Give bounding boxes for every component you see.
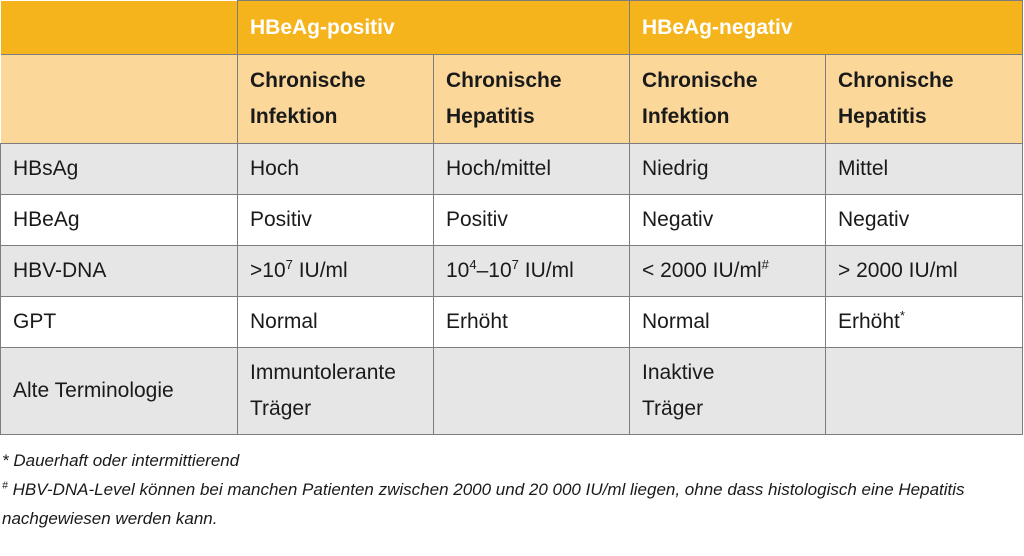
table-cell: Hoch/mittel — [433, 143, 630, 195]
corner-cell — [0, 0, 238, 55]
row-label: HBeAg — [0, 194, 238, 246]
footnotes: * Dauerhaft oder intermittierend # HBV-D… — [2, 446, 1020, 533]
exponent: 4 — [469, 257, 477, 272]
group-header-row: HBeAg-positiv HBeAg-negativ — [0, 0, 1023, 55]
table-cell: Mittel — [825, 143, 1023, 195]
table-cell: Positiv — [237, 194, 434, 246]
subheader-line: Chronische — [838, 69, 954, 92]
footnote-mark: * — [899, 308, 905, 323]
table-row-old-terminology: Alte Terminologie Immuntolerante Träger I… — [0, 347, 1023, 435]
table-cell: < 2000 IU/ml# — [629, 245, 826, 297]
row-label: HBV-DNA — [0, 245, 238, 297]
table-cell: Erhöht — [433, 296, 630, 348]
group-header-hbeag-negative: HBeAg-negativ — [629, 0, 1023, 55]
sub-header-row: Chronische Infektion Chronische Hepatitis … — [0, 54, 1023, 144]
row-label: GPT — [0, 296, 238, 348]
cell-text: > 2000 IU/ml — [838, 259, 958, 282]
cell-text: < 2000 IU/ml — [642, 259, 762, 282]
cell-text: Immuntolerante — [250, 361, 396, 384]
table-cell: Hoch — [237, 143, 434, 195]
cell-text: Inaktive — [642, 361, 715, 384]
table-cell: Normal — [237, 296, 434, 348]
cell-text: Träger — [642, 397, 704, 420]
footnote-mark: # — [2, 479, 8, 492]
row-label: Alte Terminologie — [0, 347, 238, 435]
cell-text: IU/ml — [292, 259, 348, 282]
subheader-chronic-hepatitis-positive: Chronische Hepatitis — [433, 54, 630, 144]
table-cell: Negativ — [825, 194, 1023, 246]
cell-text: >10 — [250, 259, 286, 282]
subheader-line: Infektion — [642, 105, 730, 128]
table-cell: 104–107 IU/ml — [433, 245, 630, 297]
subheader-line: Chronische — [250, 69, 366, 92]
cell-text: Erhöht — [838, 310, 900, 333]
subheader-chronic-infection-negative: Chronische Infektion — [629, 54, 826, 144]
table-cell — [825, 347, 1023, 435]
cell-text: –10 — [476, 259, 512, 282]
subheader-line: Chronische — [642, 69, 758, 92]
table-cell: Immuntolerante Träger — [237, 347, 434, 435]
hbv-phases-table: HBeAg-positiv HBeAg-negativ Chronische In… — [0, 0, 1023, 435]
subheader-line: Hepatitis — [446, 105, 535, 128]
table-row-gpt: GPT Normal Erhöht Normal Erhöht* — [0, 296, 1023, 348]
cell-text: Träger — [250, 397, 312, 420]
subheader-line: Hepatitis — [838, 105, 927, 128]
subheader-chronic-hepatitis-negative: Chronische Hepatitis — [825, 54, 1023, 144]
table-cell: Positiv — [433, 194, 630, 246]
exponent: 7 — [511, 257, 519, 272]
subheader-line: Chronische — [446, 69, 562, 92]
table-row-hbsag: HBsAg Hoch Hoch/mittel Niedrig Mittel — [0, 143, 1023, 195]
row-label: HBsAg — [0, 143, 238, 195]
cell-text: IU/ml — [518, 259, 574, 282]
table-cell: Negativ — [629, 194, 826, 246]
footnote-mark: # — [761, 257, 769, 272]
table-cell: > 2000 IU/ml — [825, 245, 1023, 297]
table-cell: Erhöht* — [825, 296, 1023, 348]
table-cell: >107 IU/ml — [237, 245, 434, 297]
cell-text: 10 — [446, 259, 470, 282]
table-row-hbv-dna: HBV-DNA >107 IU/ml 104–107 IU/ml < 2000 … — [0, 245, 1023, 297]
footnote-2: # HBV-DNA-Level können bei manchen Patie… — [2, 475, 1020, 533]
table-cell: Normal — [629, 296, 826, 348]
group-header-hbeag-positive: HBeAg-positiv — [237, 0, 630, 55]
subheader-chronic-infection-positive: Chronische Infektion — [237, 54, 434, 144]
table-cell: Niedrig — [629, 143, 826, 195]
footnote-1: * Dauerhaft oder intermittierend — [2, 451, 240, 470]
exponent: 7 — [285, 257, 293, 272]
table-cell — [433, 347, 630, 435]
table-row-hbeag: HBeAg Positiv Positiv Negativ Negativ — [0, 194, 1023, 246]
subheader-line: Infektion — [250, 105, 338, 128]
footnote-text: HBV-DNA-Level können bei manchen Patient… — [2, 480, 965, 528]
corner-cell — [0, 54, 238, 144]
table-cell: Inaktive Träger — [629, 347, 826, 435]
